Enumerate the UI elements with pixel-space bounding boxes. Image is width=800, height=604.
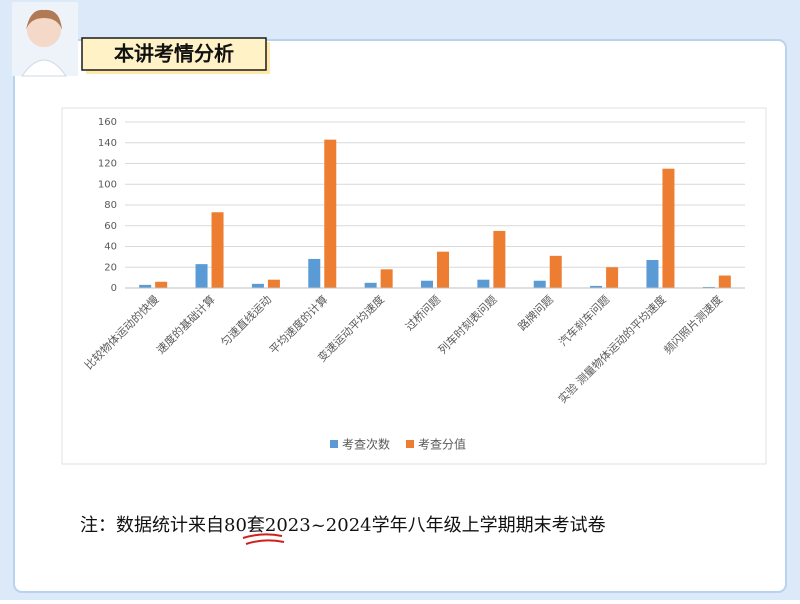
y-tick-label: 60 (104, 221, 117, 232)
y-tick-label: 140 (98, 138, 117, 149)
y-tick-label: 40 (104, 242, 117, 253)
underline-mark (242, 533, 285, 545)
header-box (81, 37, 267, 71)
note: 注：数据统计来自80套2023~2024学年八年级上学期期末考试卷 (80, 515, 606, 536)
y-tick-label: 20 (104, 262, 117, 273)
bar (324, 139, 337, 288)
bar (606, 267, 619, 288)
bar (533, 280, 546, 288)
avatar (12, 2, 78, 77)
bar (477, 279, 490, 288)
bar (646, 259, 659, 288)
y-tick-label: 80 (104, 200, 117, 211)
bar (702, 286, 715, 288)
avatar-hair (26, 9, 62, 30)
y-tick-label: 160 (98, 117, 117, 128)
bar (155, 281, 168, 288)
bar (308, 258, 321, 288)
bar (549, 255, 562, 288)
avatar-body (21, 59, 67, 77)
bar (251, 283, 264, 288)
chart-area (61, 107, 767, 465)
bar (211, 212, 224, 288)
y-tick-label: 0 (111, 283, 117, 294)
bar (662, 168, 675, 288)
legend-swatch (330, 440, 338, 448)
bar (421, 280, 433, 288)
bar (437, 251, 449, 288)
avatar-face (27, 13, 61, 47)
legend-label: 考查次数 (342, 437, 390, 452)
bar (493, 230, 506, 288)
bar (195, 264, 208, 288)
bar (364, 282, 377, 288)
bar (718, 275, 731, 288)
header-title: 本讲考情分析 (114, 42, 234, 66)
legend-label: 考查分值 (418, 437, 466, 452)
bar (380, 269, 393, 288)
y-tick-label: 120 (98, 159, 117, 170)
bar (267, 279, 280, 288)
bar (590, 285, 603, 288)
bar (139, 284, 152, 288)
legend-swatch (406, 440, 414, 448)
y-tick-label: 100 (98, 179, 117, 190)
